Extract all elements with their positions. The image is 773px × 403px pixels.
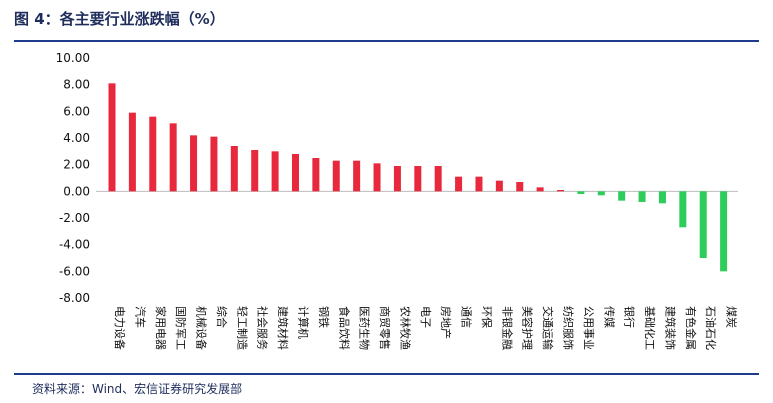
bar-17 — [455, 176, 463, 192]
x-tick-label: 非银金融 — [500, 306, 514, 350]
x-tick-label: 公用事业 — [582, 306, 595, 350]
bar-20 — [516, 182, 524, 192]
x-tick-label: 通信 — [460, 306, 473, 328]
x-tick-label: 电力设备 — [113, 306, 127, 350]
x-tick-label: 汽车 — [133, 306, 147, 328]
x-tick-label: 食品饮料 — [337, 306, 351, 350]
y-tick-label: -8.00 — [59, 291, 90, 305]
y-tick-label: -2.00 — [59, 211, 90, 225]
bar-24 — [597, 191, 605, 196]
x-tick-label: 美容护理 — [521, 306, 535, 350]
x-tick-label: 国防军工 — [174, 306, 188, 350]
y-tick-label: 6.00 — [63, 104, 90, 118]
bar-28 — [679, 191, 687, 228]
x-tick-label: 银行 — [623, 306, 637, 328]
y-axis: 10.00 8.00 6.00 4.00 2.00 0.00 -2.00 -4.00 -6.00… — [56, 51, 738, 305]
bar-21 — [536, 187, 544, 192]
x-tick-label: 综合 — [215, 306, 229, 328]
bar-11 — [332, 160, 340, 192]
bar-29 — [699, 191, 707, 258]
x-tick-label: 交通运输 — [541, 306, 555, 350]
x-tick-label: 计算机 — [296, 306, 310, 339]
bar-2 — [149, 116, 157, 192]
bar-15 — [414, 166, 422, 192]
bar-9 — [291, 154, 299, 192]
source-note: 资料来源：Wind、宏信证券研究发展部 — [32, 382, 243, 396]
bar-4 — [190, 135, 198, 192]
x-tick-label: 煤炭 — [725, 306, 738, 328]
bar-19 — [495, 180, 503, 192]
bar-13 — [373, 163, 381, 192]
bar-5 — [210, 136, 218, 192]
figure-title: 图 4：各主要行业涨跌幅（%） — [14, 10, 225, 28]
x-axis-labels: 电力设备 汽车 家用电器 国防军工 机械设备 综合 轻工制造 社会服务 建筑材料 计算机 钢铁 食品饮… — [113, 306, 738, 350]
bar-22 — [557, 190, 565, 192]
bar-16 — [434, 166, 442, 192]
bar-3 — [169, 123, 177, 192]
bar-30 — [720, 191, 728, 272]
x-tick-label: 社会服务 — [256, 306, 270, 350]
y-tick-label: 10.00 — [56, 51, 90, 65]
x-tick-label: 有色金属 — [684, 306, 698, 350]
bottom-rule — [14, 373, 759, 375]
x-tick-label: 轻工制造 — [235, 306, 249, 350]
x-tick-label: 农林牧渔 — [398, 306, 412, 350]
x-tick-label: 基础化工 — [643, 306, 657, 350]
x-tick-label: 传媒 — [602, 306, 615, 328]
bar-12 — [353, 160, 361, 192]
y-tick-label: 0.00 — [63, 184, 90, 198]
bar-7 — [251, 150, 259, 192]
x-tick-label: 家用电器 — [154, 306, 168, 350]
bar-1 — [128, 112, 136, 192]
x-tick-label: 建筑装饰 — [663, 306, 677, 350]
y-tick-label: 4.00 — [63, 131, 90, 145]
x-tick-label: 机械设备 — [195, 306, 209, 350]
x-tick-label: 建筑材料 — [276, 306, 290, 350]
x-tick-label: 环保 — [480, 306, 494, 328]
x-tick-label: 电子 — [419, 306, 432, 328]
x-tick-label: 商贸零售 — [378, 306, 392, 350]
top-rule — [14, 40, 759, 42]
bar-23 — [577, 191, 585, 194]
bar-27 — [658, 191, 666, 204]
x-tick-label: 钢铁 — [317, 306, 330, 328]
bar-18 — [475, 176, 483, 192]
x-tick-label: 纺织服饰 — [562, 306, 576, 350]
y-tick-label: -6.00 — [59, 264, 90, 278]
x-tick-label: 石油石化 — [704, 306, 718, 350]
bar-series — [108, 83, 728, 272]
x-tick-label: 房地产 — [439, 306, 453, 339]
bar-25 — [618, 191, 626, 201]
x-tick-label: 医药生物 — [358, 306, 372, 350]
bar-26 — [638, 191, 646, 202]
bar-0 — [108, 83, 116, 192]
bar-6 — [230, 146, 238, 192]
y-tick-label: 2.00 — [63, 158, 90, 172]
bar-8 — [271, 151, 279, 192]
bar-10 — [312, 158, 320, 192]
y-tick-label: -4.00 — [59, 238, 90, 252]
y-tick-label: 8.00 — [63, 78, 90, 92]
bar-14 — [393, 166, 401, 192]
